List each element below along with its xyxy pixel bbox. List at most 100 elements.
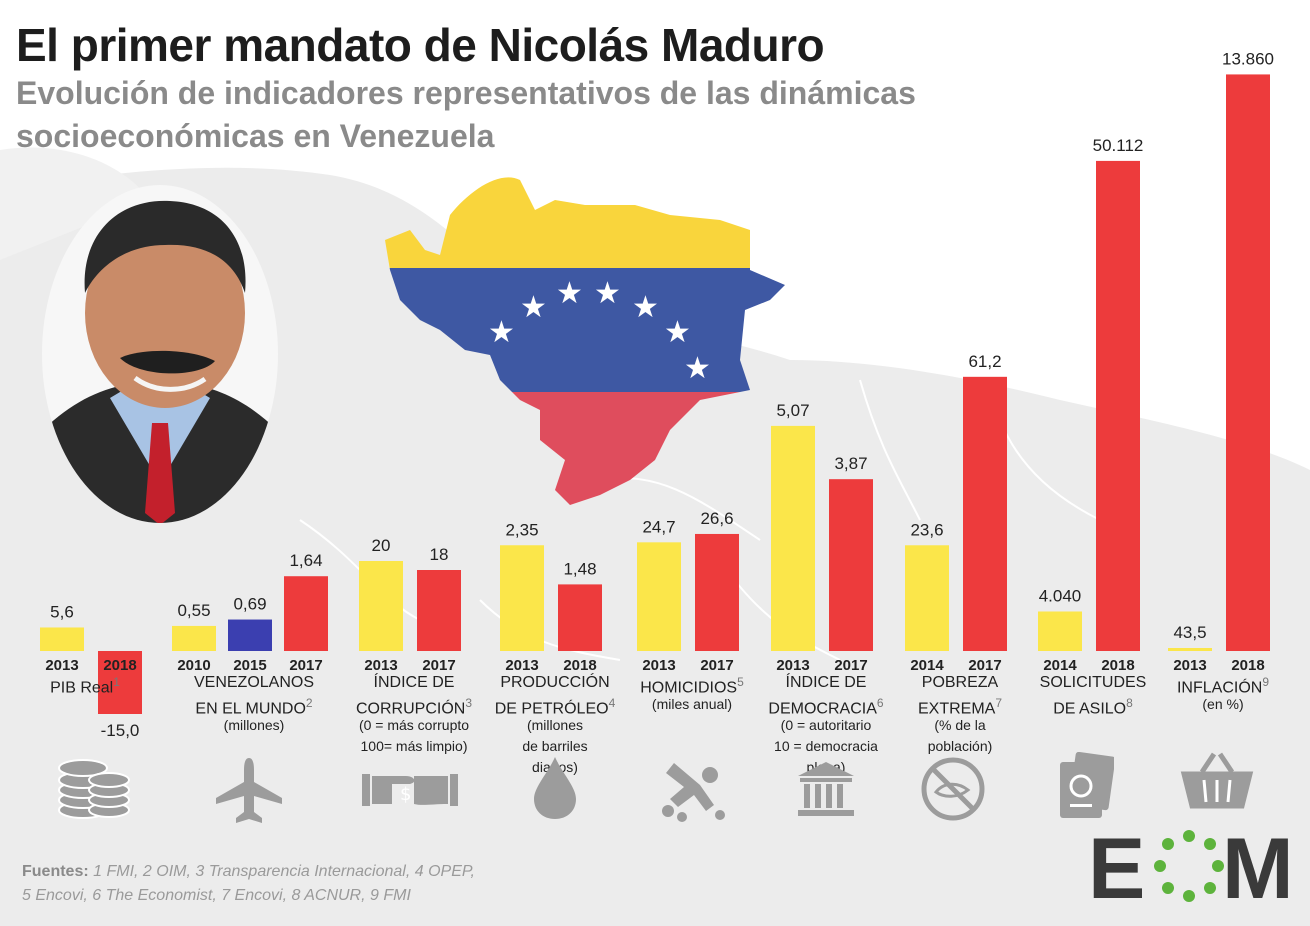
svg-text:★: ★ (684, 351, 711, 386)
category-label: 2017 (968, 657, 1001, 674)
category-label: 2015 (233, 657, 266, 674)
page-subtitle: Evolución de indicadores representativos… (16, 75, 916, 154)
category-label: 2013 (642, 657, 675, 674)
data-label: 26,6 (700, 509, 733, 528)
group-label: SOLICITUDES DE ASILO8 (1039, 674, 1147, 718)
data-label: 1,48 (563, 559, 596, 578)
flag-stars: ★ ★ ★ ★ ★ ★ ★ (488, 276, 711, 386)
group-label: ÍNDICE DE DEMOCRACIA6 (768, 674, 884, 718)
bar (1038, 611, 1082, 651)
coins-icon (58, 759, 130, 819)
data-label: -15,0 (101, 721, 140, 740)
bar (500, 545, 544, 651)
category-label: 2018 (1231, 657, 1264, 674)
category-label: 2017 (834, 657, 867, 674)
data-label: 5,6 (50, 602, 74, 621)
group-label: PRODUCCIÓN DE PETRÓLEO4 (494, 674, 616, 718)
oil-drop-icon (534, 757, 576, 819)
group-label: INFLACIÓN9 (1176, 675, 1270, 697)
category-label: 2013 (45, 657, 78, 674)
data-label: 3,87 (834, 454, 867, 473)
data-label: 61,2 (968, 352, 1001, 371)
crime-scene-icon (662, 763, 725, 822)
category-label: 2017 (700, 657, 733, 674)
sources-label: Fuentes: (22, 863, 89, 880)
group-label: VENEZOLANOS EN EL MUNDO2 (193, 674, 315, 718)
group-label: HOMICIDIOS5 (640, 675, 744, 697)
bar (771, 425, 815, 651)
group-note: (% de la población) (927, 717, 993, 754)
data-label: 50.112 (1093, 136, 1144, 155)
data-label: 1,64 (289, 551, 322, 570)
category-label: 2014 (1043, 657, 1077, 674)
data-label: 20 (372, 536, 391, 555)
data-label: 0,55 (177, 601, 210, 620)
bar (1168, 648, 1212, 651)
logo-letter-e: E (1088, 824, 1145, 904)
bar (172, 625, 216, 651)
category-label: 2013 (1173, 657, 1206, 674)
category-label: 2017 (422, 657, 455, 674)
category-label: 2014 (910, 657, 944, 674)
passport-icon (1060, 752, 1114, 818)
svg-text:★: ★ (664, 315, 691, 350)
group-note: (millones) (223, 717, 285, 733)
no-food-icon (921, 757, 985, 821)
category-label: 2018 (563, 657, 596, 674)
bar (829, 479, 873, 651)
svg-text:★: ★ (594, 276, 621, 311)
bar (284, 576, 328, 651)
data-label: 13.860 (1222, 49, 1274, 68)
svg-text:★: ★ (488, 315, 515, 350)
bar (1226, 74, 1270, 651)
category-label: 2013 (776, 657, 809, 674)
sources-line-1: 1 FMI, 2 OIM, 3 Transparencia Internacio… (93, 863, 475, 880)
bar (695, 533, 739, 651)
data-label: 43,5 (1173, 623, 1206, 642)
map-north-mass (0, 147, 150, 260)
government-building-icon (798, 762, 854, 816)
bar (905, 545, 949, 651)
bar (228, 619, 272, 651)
bar (963, 376, 1007, 651)
data-label: 4.040 (1039, 586, 1082, 605)
svg-text:★: ★ (632, 290, 659, 325)
money-exchange-icon: $ (362, 774, 458, 806)
category-label: 2018 (103, 657, 136, 674)
category-label: 2013 (364, 657, 397, 674)
bar (1096, 160, 1140, 651)
airplane-icon (216, 758, 282, 823)
group-note: (0 = más corrupto 100= más limpio) (358, 717, 470, 754)
data-label: 0,69 (233, 595, 266, 614)
group-label: PIB Real1 (50, 675, 120, 697)
group-note: (en %) (1202, 696, 1244, 712)
svg-text:★: ★ (520, 290, 547, 325)
portrait-photo (42, 185, 278, 523)
data-label: 18 (430, 545, 449, 564)
shopping-basket-icon (1180, 752, 1254, 809)
category-label: 2018 (1101, 657, 1134, 674)
bar (40, 627, 84, 651)
data-label: 24,7 (642, 517, 675, 536)
venezuela-flag-map: ★ ★ ★ ★ ★ ★ ★ (385, 177, 785, 505)
sources: Fuentes: 1 FMI, 2 OIM, 3 Transparencia I… (22, 860, 475, 908)
category-label: 2017 (289, 657, 322, 674)
bar (637, 542, 681, 651)
svg-text:$: $ (400, 784, 411, 805)
eom-logo: E M (1088, 824, 1294, 904)
bar (98, 651, 142, 714)
bar (558, 584, 602, 651)
group-label: ÍNDICE DE CORRUPCIÓN3 (355, 674, 473, 718)
group-label: POBREZA EXTREMA7 (917, 674, 1003, 718)
bar (359, 561, 403, 651)
svg-text:★: ★ (556, 276, 583, 311)
data-label: 5,07 (776, 401, 809, 420)
group-note: (miles anual) (651, 696, 733, 712)
logo-dot-ring (1154, 830, 1224, 902)
data-label: 23,6 (910, 520, 943, 539)
category-label: 2010 (177, 657, 210, 674)
bar (417, 570, 461, 651)
logo-letter-m: M (1222, 824, 1294, 904)
